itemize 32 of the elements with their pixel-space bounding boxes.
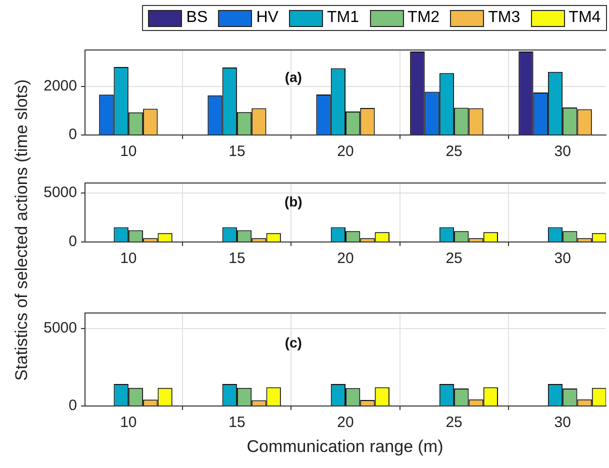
x-tick-label: 10 bbox=[120, 143, 137, 160]
y-tick-label: 0 bbox=[68, 126, 77, 144]
x-tick-label: 20 bbox=[337, 143, 354, 160]
x-tick-label: 15 bbox=[228, 414, 246, 432]
x-tick-label: 25 bbox=[446, 414, 462, 432]
x-tick-label: 15 bbox=[228, 143, 246, 160]
x-tick-label: 25 bbox=[446, 250, 462, 268]
legend-label: HV bbox=[256, 9, 278, 27]
x-tick-label: 30 bbox=[554, 143, 571, 160]
legend-label: BS bbox=[186, 9, 208, 27]
legend-label: TM3 bbox=[488, 9, 520, 27]
x-tick-label: 25 bbox=[446, 143, 462, 160]
legend-label: TM2 bbox=[408, 9, 440, 27]
y-tick-label: 5000 bbox=[44, 320, 77, 337]
y-tick-label: 5000 bbox=[44, 184, 77, 201]
x-axis-title: Communication range (m) bbox=[246, 437, 444, 457]
x-tick-label: 30 bbox=[554, 250, 571, 268]
y-tick-label: 0 bbox=[68, 233, 77, 250]
annotation: (a) bbox=[284, 68, 302, 85]
y-tick-label: 0 bbox=[68, 397, 77, 414]
x-tick-label: 20 bbox=[337, 250, 354, 268]
y-tick-label: 2000 bbox=[44, 78, 77, 95]
legend-label: TM1 bbox=[326, 9, 359, 27]
y-axis-title: Statistics of selected actions (time slots) bbox=[12, 79, 32, 381]
x-tick-label: 20 bbox=[337, 414, 354, 432]
x-tick-label: 10 bbox=[120, 414, 137, 432]
annotation: (c) bbox=[284, 334, 302, 351]
legend-label: TM4 bbox=[568, 9, 601, 27]
x-tick-label: 15 bbox=[228, 250, 246, 268]
x-tick-label: 30 bbox=[554, 414, 571, 432]
annotation: (b) bbox=[284, 193, 302, 210]
x-tick-label: 10 bbox=[120, 250, 137, 268]
